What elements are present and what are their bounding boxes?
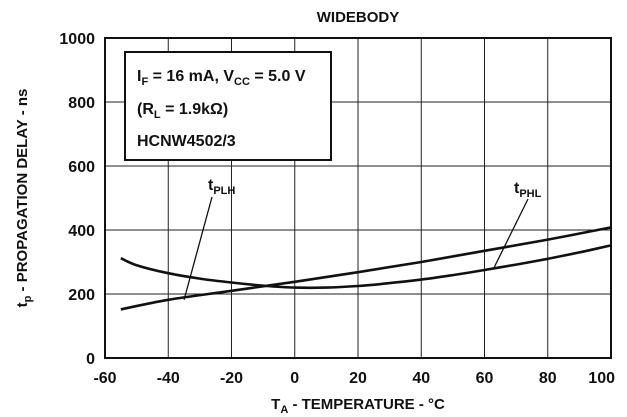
y-tick-label: 1000 — [59, 31, 95, 48]
condition-line-1: IF = 16 mA, VCC = 5.0 V — [137, 68, 306, 88]
y-axis-label: tp - PROPAGATION DELAY - ns — [14, 89, 34, 308]
x-tick-label: 80 — [539, 370, 557, 387]
series-lines — [120, 226, 612, 311]
x-axis-ticks: -60 -40 -20 0 20 40 60 80 100 — [93, 370, 615, 387]
y-axis-ticks: 0 200 400 600 800 1000 — [59, 31, 95, 368]
series-line-tplh — [120, 226, 612, 311]
y-tick-label: 400 — [68, 223, 95, 240]
plot-frame — [104, 37, 612, 359]
x-tick-label: -40 — [157, 370, 180, 387]
condition-line-3: HCNW4502/3 — [137, 133, 236, 150]
x-tick-label: 20 — [349, 370, 367, 387]
x-tick-label: 100 — [588, 370, 615, 387]
y-tick-label: 200 — [68, 287, 95, 304]
y-tick-label: 800 — [68, 95, 95, 112]
y-tick-label: 600 — [68, 159, 95, 176]
x-tick-label: 40 — [412, 370, 430, 387]
series-label-phl: tPHL — [514, 180, 542, 200]
series-line-tphl — [120, 244, 612, 290]
condition-line-2: (RL = 1.9kΩ) — [137, 101, 228, 121]
callout-leader-phl — [493, 198, 529, 269]
condition-box: IF = 16 mA, VCC = 5.0 V (RL = 1.9kΩ) HCN… — [124, 51, 332, 161]
series-callouts: tPLH tPHL — [183, 177, 542, 300]
x-tick-label: -60 — [93, 370, 116, 387]
x-axis-label: TA - TEMPERATURE - °C — [271, 396, 445, 416]
x-tick-label: -20 — [220, 370, 243, 387]
y-tick-label: 0 — [86, 351, 95, 368]
condition-box-frame — [124, 51, 332, 161]
chart-title: WIDEBODY — [317, 9, 400, 26]
x-tick-label: 0 — [290, 370, 299, 387]
callout-leader-plh — [183, 196, 213, 300]
x-tick-label: 60 — [476, 370, 494, 387]
series-label-plh: tPLH — [208, 177, 235, 197]
